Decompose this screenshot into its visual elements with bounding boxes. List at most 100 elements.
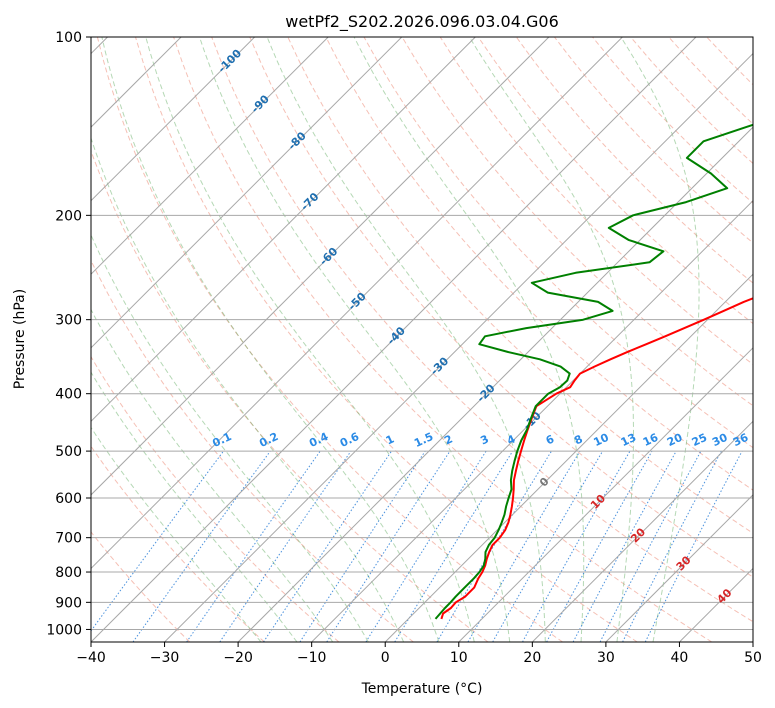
mixing-ratio-label: 0.2 [257,430,280,450]
mixing-ratio-label: 2 [442,432,454,447]
chart-title: wetPf2_S202.2026.096.03.04.G06 [285,12,559,32]
dry-adiabat [515,37,753,284]
mixing-ratio-line [365,450,487,642]
y-tick-label: 1000 [46,622,82,638]
isotherm-line [458,347,753,642]
dry-adiabat [96,37,563,642]
isotherm-line [91,37,329,275]
background-grid: -100-90-80-70-60-50-40-30-20-10010203040… [91,37,753,642]
isotherm-line [311,199,753,642]
moist-adiabat [101,37,440,642]
moist-adiabat [91,233,369,642]
mixing-ratio-line [219,450,352,642]
moist-adiabat [91,136,405,642]
mixing-ratio-line [186,450,321,642]
moist-adiabat [468,37,634,642]
x-tick-label: −40 [76,650,106,666]
plot-frame [90,36,754,643]
x-tick-label: 10 [450,650,468,666]
dry-adiabat [325,37,753,491]
y-tick-label: 700 [55,531,82,547]
x-tick-label: 0 [381,650,390,666]
mixing-ratio-line [599,450,702,642]
isotherm-line [91,37,623,570]
y-tick-label: 500 [55,444,82,460]
mixing-ratio-label: 8 [572,432,584,447]
mixing-ratio-line [522,450,631,642]
y-tick-label: 300 [55,313,82,329]
mixing-ratio-label: 1.5 [412,430,435,450]
y-axis-label: Pressure (hPa) [12,289,28,389]
dry-adiabat [668,37,753,125]
mixing-ratio-label: 3 [478,432,490,447]
dry-adiabat [249,37,753,578]
dry-adiabat [439,37,753,366]
dry-adiabat [592,37,753,204]
x-tick-label: −20 [223,650,253,666]
temperature-profile-line [440,297,753,620]
dry-adiabat [211,37,753,623]
y-tick-label: 800 [55,565,82,581]
mixing-ratio-line [326,450,451,642]
dry-adiabat [135,37,638,642]
y-tick-label: 900 [55,595,82,611]
mixing-ratio-label: 25 [690,431,709,449]
mixing-ratio-label: 0.4 [307,430,330,450]
isotherm-label: -20 [474,381,497,404]
x-tick-label: 50 [744,650,762,666]
x-tick-label: −10 [297,650,327,666]
moist-adiabat [91,371,298,642]
y-tick-label: 600 [55,491,82,507]
moist-adiabat [145,37,475,642]
moist-adiabat [91,308,334,642]
x-tick-label: 40 [671,650,689,666]
mixing-ratio-line [546,450,653,642]
moist-adiabat [353,37,585,642]
dewpoint-profile-line [434,123,753,620]
mixing-ratio-line [622,450,722,642]
y-tick-label: 200 [55,208,82,224]
isotherm-line [164,52,753,642]
isotherm-line [605,494,753,642]
x-tick-label: 20 [523,650,541,666]
data-layer [434,123,753,620]
moist-adiabat [620,37,700,642]
isotherm-line [384,273,753,642]
mixing-ratio-line [572,450,677,642]
mixing-ratio-line [436,450,552,642]
axes: −40 −30 −20 −10 0 10 20 30 40 5010020030040050060… [46,30,762,666]
isotherm-line [752,641,753,642]
isotherm-line [91,37,697,642]
dry-adiabat [363,37,753,449]
isotherm-line [91,37,476,423]
isotherm-line [91,37,403,349]
mixing-ratio-line [644,450,743,642]
y-tick-label: 100 [55,30,82,46]
isotherm-label: -40 [385,324,408,347]
dry-adiabat [91,149,489,642]
isotherm-label: 30 [674,553,694,573]
mixing-ratio-line [263,450,392,642]
x-axis-label: Temperature (°C) [361,681,483,697]
mixing-ratio-label: 30 [710,431,730,449]
dry-adiabat [401,37,753,407]
dry-adiabat [91,531,191,642]
moist-adiabat [266,37,546,642]
isotherm-line [531,420,753,642]
dry-adiabat [91,445,265,642]
isotherm-line [91,37,256,202]
mixing-ratio-label: 0.1 [210,430,233,450]
isotherm-label: -50 [346,290,369,313]
mixing-ratio-label: 1 [384,432,396,447]
mixing-ratio-line [91,450,224,632]
y-tick-label: 400 [55,387,82,403]
mixing-ratio-line [299,450,426,642]
mixing-ratio-label: 4 [505,432,518,447]
mixing-ratio-label: 13 [619,431,638,449]
mixing-ratio-line [394,450,514,642]
dry-adiabat [91,259,414,642]
moist-adiabat [91,426,262,642]
isotherm-label: 40 [714,586,734,606]
mixing-ratio-label: 6 [544,432,557,447]
